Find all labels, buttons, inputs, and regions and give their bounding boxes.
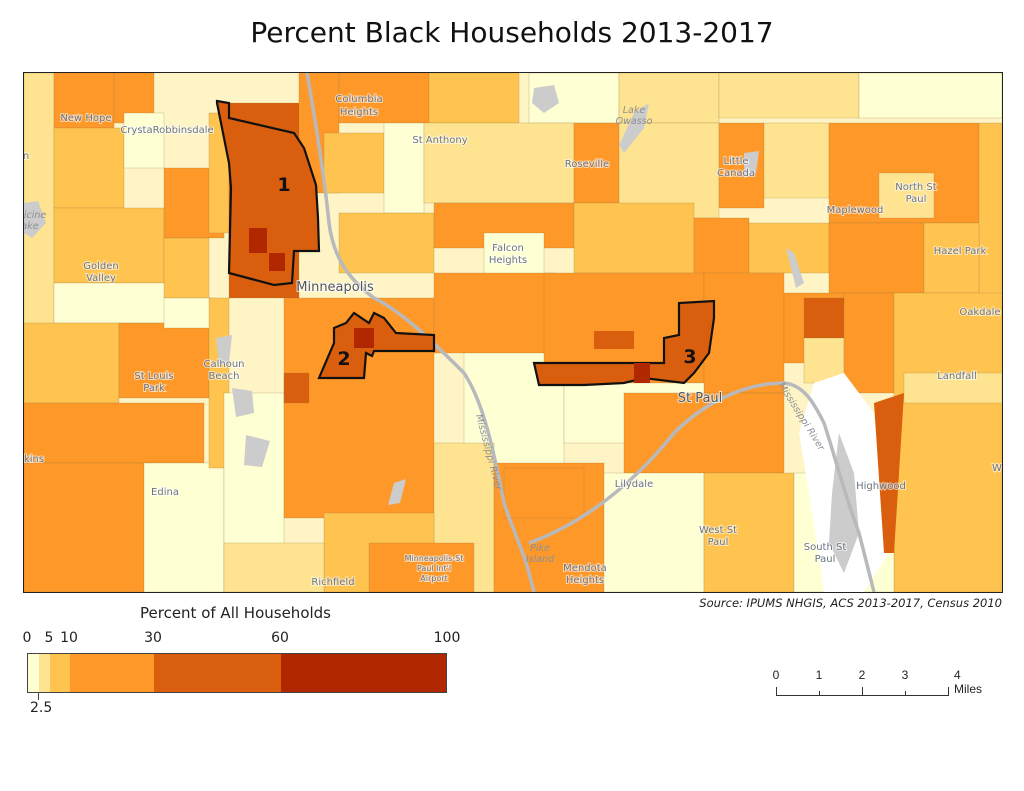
place-label: kins — [24, 454, 44, 465]
place-label: West St — [699, 525, 737, 536]
place-label: Calhoun — [203, 359, 244, 370]
place-label: n — [24, 151, 29, 162]
map-frame[interactable]: 1 2 3 Minneapolis St Paul New Hope Cryst… — [23, 72, 1003, 593]
place-label: Roseville — [565, 159, 609, 170]
place-label: Paul — [906, 194, 927, 205]
zone-label-1: 1 — [277, 174, 290, 196]
scale-label: 1 — [815, 668, 823, 682]
place-label: Canada — [717, 168, 755, 179]
place-label: Heights — [340, 107, 378, 118]
legend-under-tick-mark — [38, 693, 39, 700]
place-label: South St — [804, 542, 847, 553]
place-label: Oakdale — [959, 307, 1000, 318]
legend-tick: 60 — [271, 630, 289, 646]
highlighted-zones — [215, 99, 716, 387]
water-label: Pike — [530, 543, 550, 554]
scale-tick — [905, 691, 906, 696]
scale-label: 3 — [901, 668, 909, 682]
place-label: Falcon — [492, 243, 524, 254]
legend-swatch — [154, 654, 281, 692]
place-label: Hazel Park — [934, 246, 987, 257]
place-label: Lilydale — [615, 479, 653, 490]
place-label: Golden — [83, 261, 118, 272]
scale-tick — [819, 691, 820, 696]
place-label: Columbia — [335, 94, 382, 105]
place-label: Heights — [489, 255, 527, 266]
legend-tick-2-5: 2.5 — [30, 700, 53, 716]
place-label: St Louis — [134, 371, 173, 382]
place-label: Paul — [815, 554, 836, 565]
place-label: Landfall — [937, 371, 977, 382]
place-label: Beach — [209, 371, 240, 382]
place-label: Edina — [151, 487, 179, 498]
water-label: Island — [526, 554, 555, 565]
scale-label: 0 — [772, 668, 780, 682]
place-label: Maplewood — [827, 205, 884, 216]
legend-color-bar — [27, 653, 447, 693]
legend-tick: 0 — [22, 630, 32, 646]
legend-swatch — [39, 654, 50, 692]
legend-tick: 30 — [144, 630, 162, 646]
choropleth-map: 1 2 3 Minneapolis St Paul New Hope Cryst… — [24, 73, 1002, 592]
legend-swatch — [281, 654, 446, 692]
scale-label: 4 Miles — [954, 668, 983, 696]
legend-tick: 100 — [433, 630, 461, 646]
place-label: Heights — [566, 575, 604, 586]
place-label: Mendota — [563, 563, 607, 574]
place-label: CrystaRobbinsdale — [120, 125, 213, 136]
water-label: ake — [24, 221, 39, 232]
place-label: North St — [895, 182, 936, 193]
place-label: Richfield — [311, 577, 354, 588]
zone-label-2: 2 — [337, 348, 350, 370]
source-credit: Source: IPUMS NHGIS, ACS 2013-2017, Cens… — [699, 596, 1002, 610]
place-label: St Anthony — [412, 135, 467, 146]
place-label: Paul — [708, 537, 729, 548]
place-label: New Hope — [60, 113, 111, 124]
place-label: Little — [723, 156, 748, 167]
water-label: Lake — [623, 105, 646, 116]
scale-tick — [776, 687, 777, 696]
city-label-minneapolis: Minneapolis — [296, 280, 374, 295]
map-title: Percent Black Households 2013-2017 — [250, 16, 774, 49]
place-label: Valley — [86, 273, 116, 284]
place-label: W — [992, 463, 1002, 474]
water-label: Owasso — [616, 116, 653, 127]
legend-tick: 5 — [44, 630, 54, 646]
legend-title: Percent of All Households — [140, 604, 331, 622]
place-label: Paul Int'l — [417, 564, 451, 573]
place-label: Park — [143, 383, 165, 394]
place-label: Highwood — [856, 481, 906, 492]
place-label: Airport — [420, 574, 447, 583]
place-label: Minneapolis-St — [405, 554, 464, 563]
scale-tick — [862, 687, 863, 696]
scale-bar: 0 1 2 3 4 Miles — [772, 668, 982, 708]
city-label-st-paul: St Paul — [678, 391, 723, 406]
legend-swatch — [50, 654, 70, 692]
zone-label-3: 3 — [683, 346, 696, 368]
legend-tick: 10 — [60, 630, 78, 646]
scale-label: 2 — [858, 668, 866, 682]
legend-swatch — [70, 654, 154, 692]
scale-tick — [948, 687, 949, 696]
legend-swatch — [28, 654, 39, 692]
